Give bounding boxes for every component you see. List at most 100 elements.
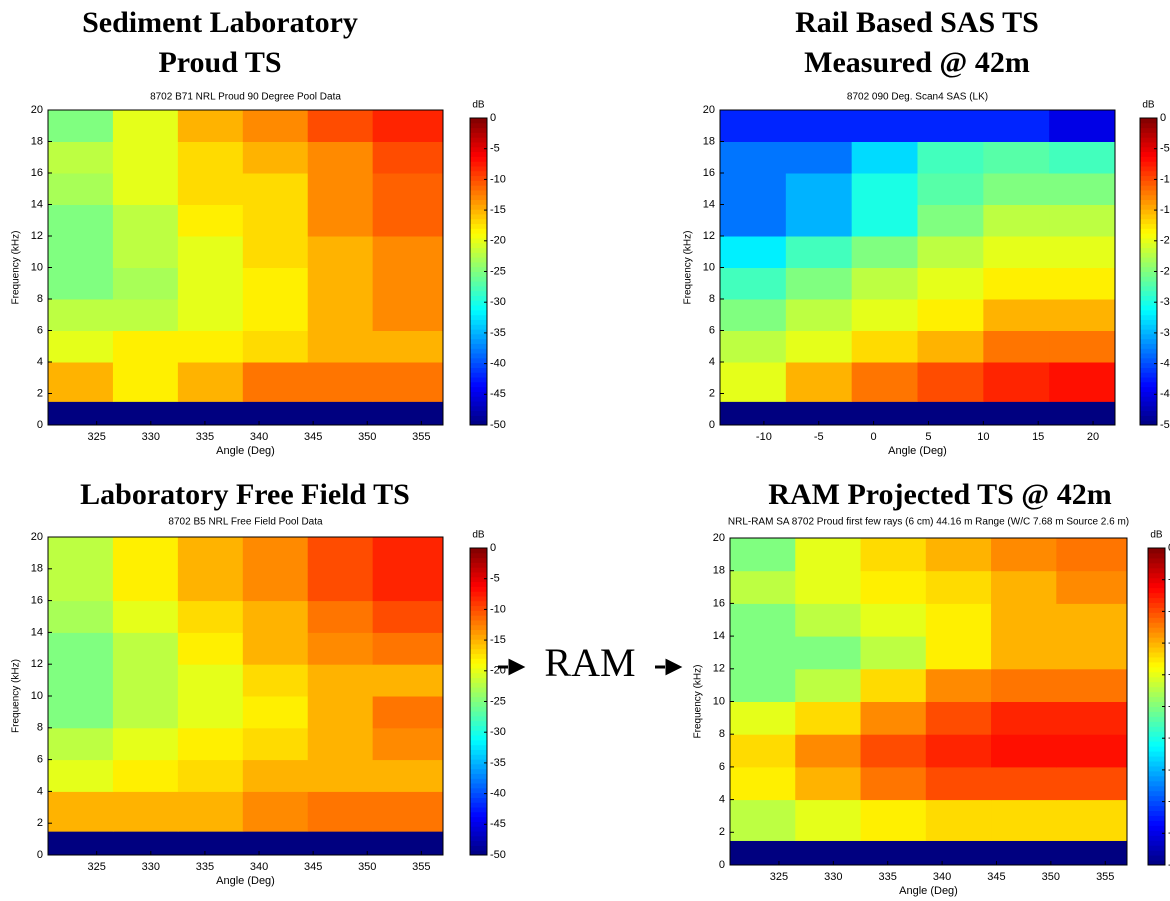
colorbar-swatch	[470, 615, 487, 621]
colorbar-swatch	[470, 687, 487, 693]
colorbar-swatch	[1148, 597, 1165, 603]
colorbar-tick-label: -10	[1168, 605, 1170, 617]
colorbar-swatch	[470, 639, 487, 645]
heat-cell	[860, 840, 927, 866]
heat-cell	[112, 204, 179, 237]
heat-cell	[48, 831, 114, 856]
heat-cell	[795, 570, 862, 604]
colorbar-swatch	[470, 410, 487, 416]
heat-cell	[48, 267, 114, 300]
heat-cell	[983, 236, 1050, 268]
heat-cell	[925, 570, 992, 604]
heat-cell	[48, 204, 114, 237]
colorbar-swatch	[1148, 632, 1165, 638]
colorbar-swatch	[1140, 343, 1157, 349]
y-tick-label: 10	[31, 690, 43, 702]
colorbar-swatch	[1140, 141, 1157, 148]
heat-cell	[1056, 734, 1128, 768]
panel-subtitle: NRL-RAM SA 8702 Proud first few rays (6 …	[728, 517, 1129, 528]
heat-cell	[48, 568, 114, 602]
colorbar-swatch	[470, 137, 487, 143]
heat-cell	[983, 362, 1050, 402]
colorbar-swatch	[470, 768, 487, 774]
colorbar-swatch	[470, 557, 487, 563]
y-tick-label: 6	[37, 324, 43, 336]
heat-cell	[720, 401, 787, 426]
colorbar-swatch	[470, 811, 487, 818]
x-axis-label: Angle (Deg)	[216, 445, 275, 457]
heat-cell	[177, 831, 244, 856]
heat-cell	[307, 727, 374, 761]
heat-cell	[307, 110, 374, 142]
heat-cell	[860, 668, 927, 702]
heat-cell	[242, 696, 309, 729]
colorbar-swatch	[1148, 850, 1165, 856]
heat-cell	[307, 204, 374, 237]
heat-cell	[242, 759, 309, 792]
heat-cell	[242, 267, 309, 300]
heat-cell	[177, 299, 244, 331]
colorbar-swatch	[1140, 247, 1157, 253]
y-tick-label: 8	[37, 722, 43, 734]
heat-cell	[720, 362, 787, 402]
heat-cell	[112, 330, 179, 363]
heat-cell	[112, 831, 179, 856]
heat-cell	[177, 141, 244, 174]
colorbar-swatch	[470, 763, 487, 770]
heat-cell	[983, 299, 1050, 331]
heat-cell	[372, 267, 444, 300]
colorbar-swatch	[470, 548, 487, 554]
heat-cell	[48, 173, 114, 205]
heat-cell	[48, 791, 114, 832]
colorbar-swatch	[1148, 736, 1165, 742]
heat-cell	[242, 401, 309, 426]
heat-cell	[307, 759, 374, 792]
heat-cell	[372, 173, 444, 205]
heat-cell	[785, 330, 853, 363]
colorbar-swatch	[1148, 751, 1165, 757]
heat-cell	[112, 664, 179, 697]
heat-cell	[242, 831, 309, 856]
heat-cell	[860, 734, 927, 768]
x-tick-label: -5	[814, 431, 824, 443]
heat-cell	[112, 791, 179, 832]
heat-cell	[307, 173, 374, 205]
colorbar-tick-label: -20	[1168, 669, 1170, 681]
heat-cell	[242, 537, 309, 570]
colorbar-swatch	[1140, 353, 1157, 359]
x-tick-label: 330	[142, 861, 160, 873]
colorbar-swatch	[470, 672, 487, 679]
colorbar-swatch	[470, 797, 487, 803]
colorbar-swatch	[470, 821, 487, 827]
colorbar-swatch	[1140, 309, 1157, 316]
heat-cell	[917, 204, 984, 237]
heat-cell	[720, 330, 787, 363]
colorbar-tick-label: -50	[490, 849, 506, 861]
heat-cell	[372, 568, 444, 602]
colorbar-swatch	[1140, 161, 1157, 167]
heat-cell	[177, 759, 244, 792]
heat-cell	[795, 603, 862, 637]
colorbar-swatch	[470, 401, 487, 407]
colorbar-swatch	[1140, 132, 1157, 138]
heat-cell	[112, 727, 179, 761]
colorbar-swatch	[470, 314, 487, 320]
heat-cell	[112, 537, 179, 570]
heat-cell	[851, 173, 918, 205]
heat-cell	[177, 696, 244, 729]
heat-cell	[372, 759, 444, 792]
heat-cell	[730, 636, 796, 670]
colorbar-swatch	[470, 715, 487, 722]
colorbar-swatch	[470, 576, 487, 583]
colorbar-swatch	[1140, 362, 1157, 368]
panel-title: Proud TS	[158, 46, 281, 79]
heat-cell	[1056, 668, 1128, 702]
colorbar-tick-label: -10	[490, 603, 506, 615]
colorbar-swatch	[1140, 204, 1157, 210]
heat-cell	[720, 110, 787, 142]
heat-cell	[307, 141, 374, 174]
heat-cell	[48, 696, 114, 729]
heat-cell	[917, 267, 984, 300]
y-tick-label: 0	[37, 419, 43, 431]
colorbar-swatch	[1140, 377, 1157, 383]
